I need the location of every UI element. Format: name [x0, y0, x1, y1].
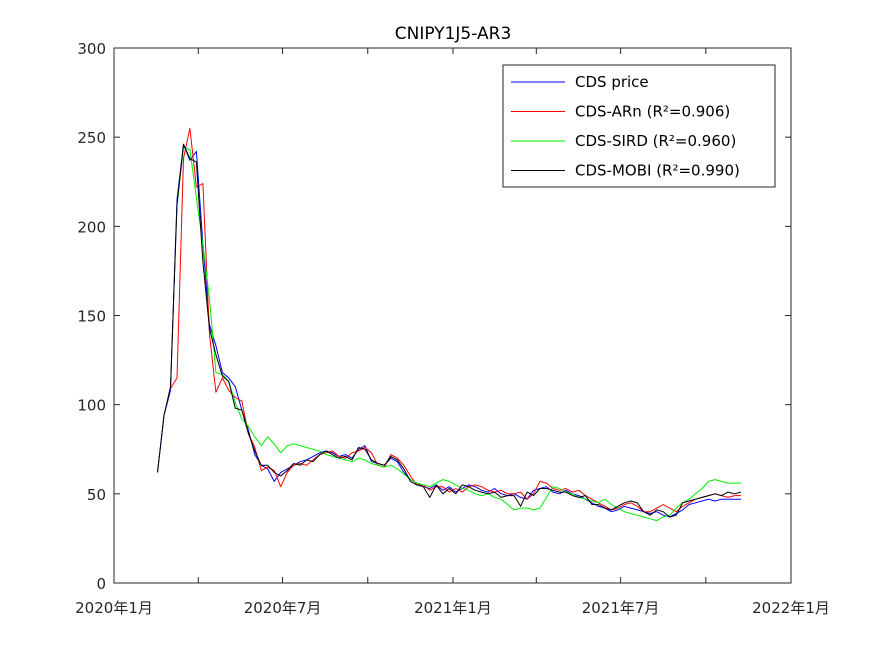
x-tick-label: 2021年7月	[582, 599, 660, 617]
y-tick-label: 0	[96, 575, 106, 593]
legend-label: CDS-ARn (R²=0.906)	[575, 103, 730, 121]
x-axis: 2020年1月 2020年7月 2021年1月 2021年7月 2022年1月	[75, 48, 830, 617]
y-tick-label: 300	[77, 40, 106, 58]
legend: CDS price CDS-ARn (R²=0.906) CDS-SIRD (R²=…	[502, 64, 776, 188]
y-axis: 0 50 100 150 200 250 300	[77, 40, 791, 593]
legend-label: CDS-MOBI (R²=0.990)	[575, 162, 740, 180]
legend-label: CDS-SIRD (R²=0.960)	[575, 132, 736, 150]
x-tick-label: 2020年7月	[244, 599, 322, 617]
y-tick-label: 50	[87, 486, 106, 504]
legend-box	[502, 64, 776, 188]
y-tick-label: 100	[77, 397, 106, 415]
chart-title: CNIPY1J5-AR3	[395, 24, 512, 44]
legend-label: CDS price	[575, 73, 649, 91]
y-tick-label: 200	[77, 218, 106, 236]
y-tick-label: 250	[77, 129, 106, 147]
x-tick-label: 2020年1月	[75, 599, 153, 617]
series-line-2	[170, 127, 741, 513]
x-tick-label: 2022年1月	[752, 599, 830, 617]
series-lines	[157, 127, 742, 522]
x-tick-label: 2021年1月	[414, 599, 492, 617]
series-line-4	[157, 143, 742, 518]
y-tick-label: 150	[77, 308, 106, 326]
axes-box	[113, 47, 792, 584]
series-line-3	[176, 147, 741, 522]
